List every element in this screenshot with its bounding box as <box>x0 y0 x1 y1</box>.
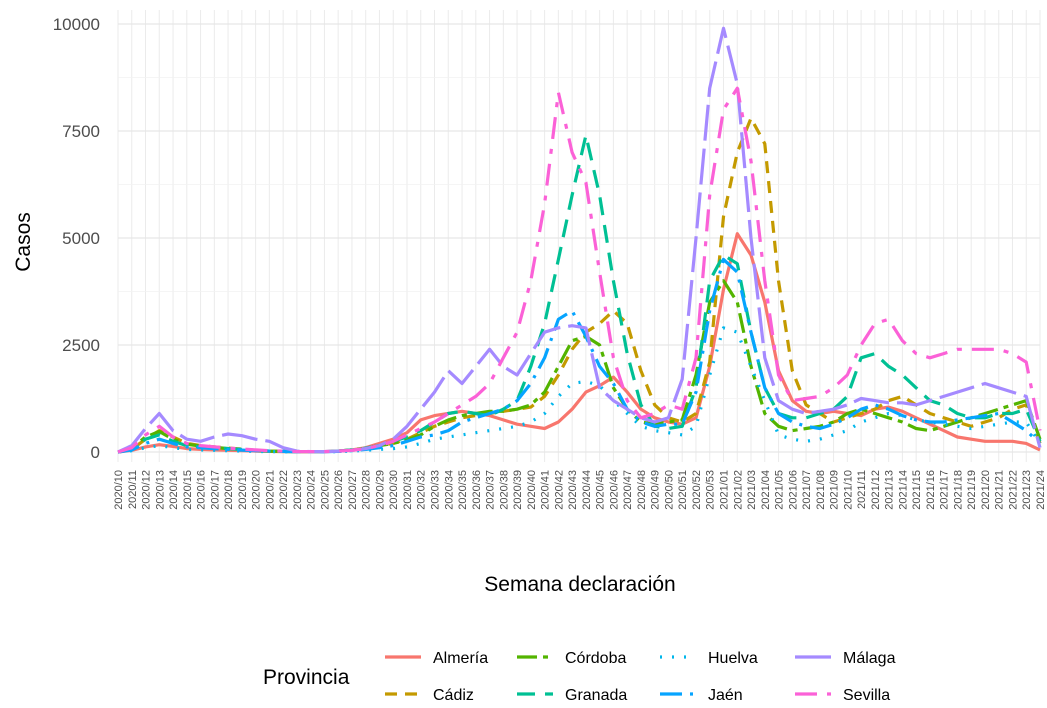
x-tick-label: 2020/25 <box>319 470 331 510</box>
legend-label: Jaén <box>708 687 743 704</box>
x-tick-label: 2020/26 <box>333 470 345 510</box>
x-tick-label: 2020/52 <box>691 470 703 510</box>
x-tick-label: 2020/13 <box>154 470 166 510</box>
x-tick-label: 2021/14 <box>897 470 909 510</box>
x-tick-label: 2020/31 <box>402 470 414 510</box>
x-tick-label: 2020/39 <box>512 470 524 510</box>
legend-label: Almería <box>433 650 488 667</box>
y-tick-label: 7500 <box>62 122 100 141</box>
x-tick-label: 2020/17 <box>209 470 221 510</box>
x-axis: 2020/10 2020/11 2020/12 2020/13 2020/14 2020/… <box>113 470 1047 510</box>
x-tick-label: 2020/53 <box>705 470 717 510</box>
x-tick-label: 2020/15 <box>182 470 194 510</box>
series-line-córdoba <box>117 279 1042 454</box>
x-tick-label: 2020/12 <box>141 470 153 510</box>
grid <box>117 10 1041 462</box>
x-tick-label: 2020/20 <box>251 470 263 510</box>
x-tick-label: 2020/27 <box>347 470 359 510</box>
x-tick-label: 2021/02 <box>732 470 744 510</box>
x-tick-label: 2021/21 <box>994 470 1006 510</box>
x-tick-label: 2020/42 <box>553 470 565 510</box>
x-tick-label: 2020/45 <box>595 470 607 510</box>
series-line-jaén <box>117 257 1042 454</box>
x-tick-label: 2021/06 <box>787 470 799 510</box>
y-tick-label: 10000 <box>53 15 100 34</box>
x-tick-label: 2020/30 <box>388 470 400 510</box>
x-tick-label: 2020/50 <box>663 470 675 510</box>
x-tick-label: 2021/17 <box>939 470 951 510</box>
y-axis-title: Casos <box>12 212 35 272</box>
series-line-málaga <box>117 26 1042 454</box>
x-tick-label: 2020/48 <box>636 470 648 510</box>
x-tick-label: 2020/44 <box>581 470 593 510</box>
x-tick-label: 2021/12 <box>870 470 882 510</box>
x-tick-label: 2021/11 <box>856 470 868 509</box>
x-tick-label: 2020/34 <box>443 470 455 510</box>
x-tick-label: 2020/32 <box>416 470 428 510</box>
x-tick-label: 2020/41 <box>540 470 552 510</box>
x-axis-title: Semana declaración <box>484 573 675 596</box>
x-tick-label: 2021/15 <box>911 470 923 510</box>
legend-title: Provincia <box>263 666 350 689</box>
y-tick-label: 2500 <box>62 336 100 355</box>
x-tick-label: 2020/46 <box>608 470 620 510</box>
x-tick-label: 2020/16 <box>196 470 208 510</box>
x-tick-label: 2021/05 <box>774 470 786 510</box>
x-tick-label: 2021/23 <box>1021 470 1033 510</box>
x-tick-label: 2020/28 <box>361 470 373 510</box>
x-tick-label: 2021/07 <box>801 470 813 510</box>
x-tick-label: 2020/51 <box>677 470 689 510</box>
x-tick-label: 2021/03 <box>746 470 758 510</box>
x-tick-label: 2020/24 <box>306 470 318 510</box>
x-tick-label: 2020/18 <box>223 470 235 510</box>
x-tick-label: 2021/20 <box>980 470 992 510</box>
x-tick-label: 2020/21 <box>264 470 276 510</box>
x-tick-label: 2021/19 <box>966 470 978 510</box>
legend: Provincia Almería Cádiz Córdoba Granada Huel… <box>263 650 896 704</box>
x-tick-label: 2020/33 <box>430 470 442 510</box>
x-tick-label: 2020/14 <box>168 470 180 510</box>
x-tick-label: 2020/19 <box>237 470 249 510</box>
x-tick-label: 2020/40 <box>526 470 538 510</box>
x-tick-label: 2020/11 <box>127 470 139 509</box>
series-line-granada <box>117 133 1042 454</box>
x-tick-label: 2020/10 <box>113 470 125 510</box>
x-tick-label: 2020/47 <box>622 470 634 510</box>
x-tick-label: 2020/43 <box>567 470 579 510</box>
series-lines <box>117 26 1042 454</box>
series-line-huelva <box>117 326 1042 454</box>
x-tick-label: 2020/49 <box>650 470 662 510</box>
legend-label: Cádiz <box>433 687 474 704</box>
x-tick-label: 2021/24 <box>1035 470 1047 510</box>
legend-label: Sevilla <box>843 687 890 704</box>
y-tick-label: 5000 <box>62 229 100 248</box>
x-tick-label: 2020/35 <box>457 470 469 510</box>
x-tick-label: 2020/37 <box>485 470 497 510</box>
y-axis: 0 2500 5000 7500 10000 <box>53 15 100 462</box>
legend-label: Huelva <box>708 650 758 667</box>
legend-label: Málaga <box>843 650 896 667</box>
series-line-sevilla <box>117 86 1042 454</box>
x-tick-label: 2020/38 <box>498 470 510 510</box>
x-tick-label: 2021/09 <box>829 470 841 510</box>
legend-label: Córdoba <box>565 650 626 667</box>
x-tick-label: 2021/08 <box>815 470 827 510</box>
y-tick-label: 0 <box>91 443 100 462</box>
x-tick-label: 2021/01 <box>718 470 730 510</box>
x-tick-label: 2021/18 <box>952 470 964 510</box>
x-tick-label: 2020/36 <box>471 470 483 510</box>
x-tick-label: 2021/16 <box>925 470 937 510</box>
x-tick-label: 2020/22 <box>278 470 290 510</box>
x-tick-label: 2021/13 <box>884 470 896 510</box>
legend-label: Granada <box>565 687 627 704</box>
x-tick-label: 2021/04 <box>760 470 772 510</box>
x-tick-label: 2020/29 <box>374 470 386 510</box>
x-tick-label: 2020/23 <box>292 470 304 510</box>
x-tick-label: 2021/10 <box>842 470 854 510</box>
x-tick-label: 2021/22 <box>1007 470 1019 510</box>
